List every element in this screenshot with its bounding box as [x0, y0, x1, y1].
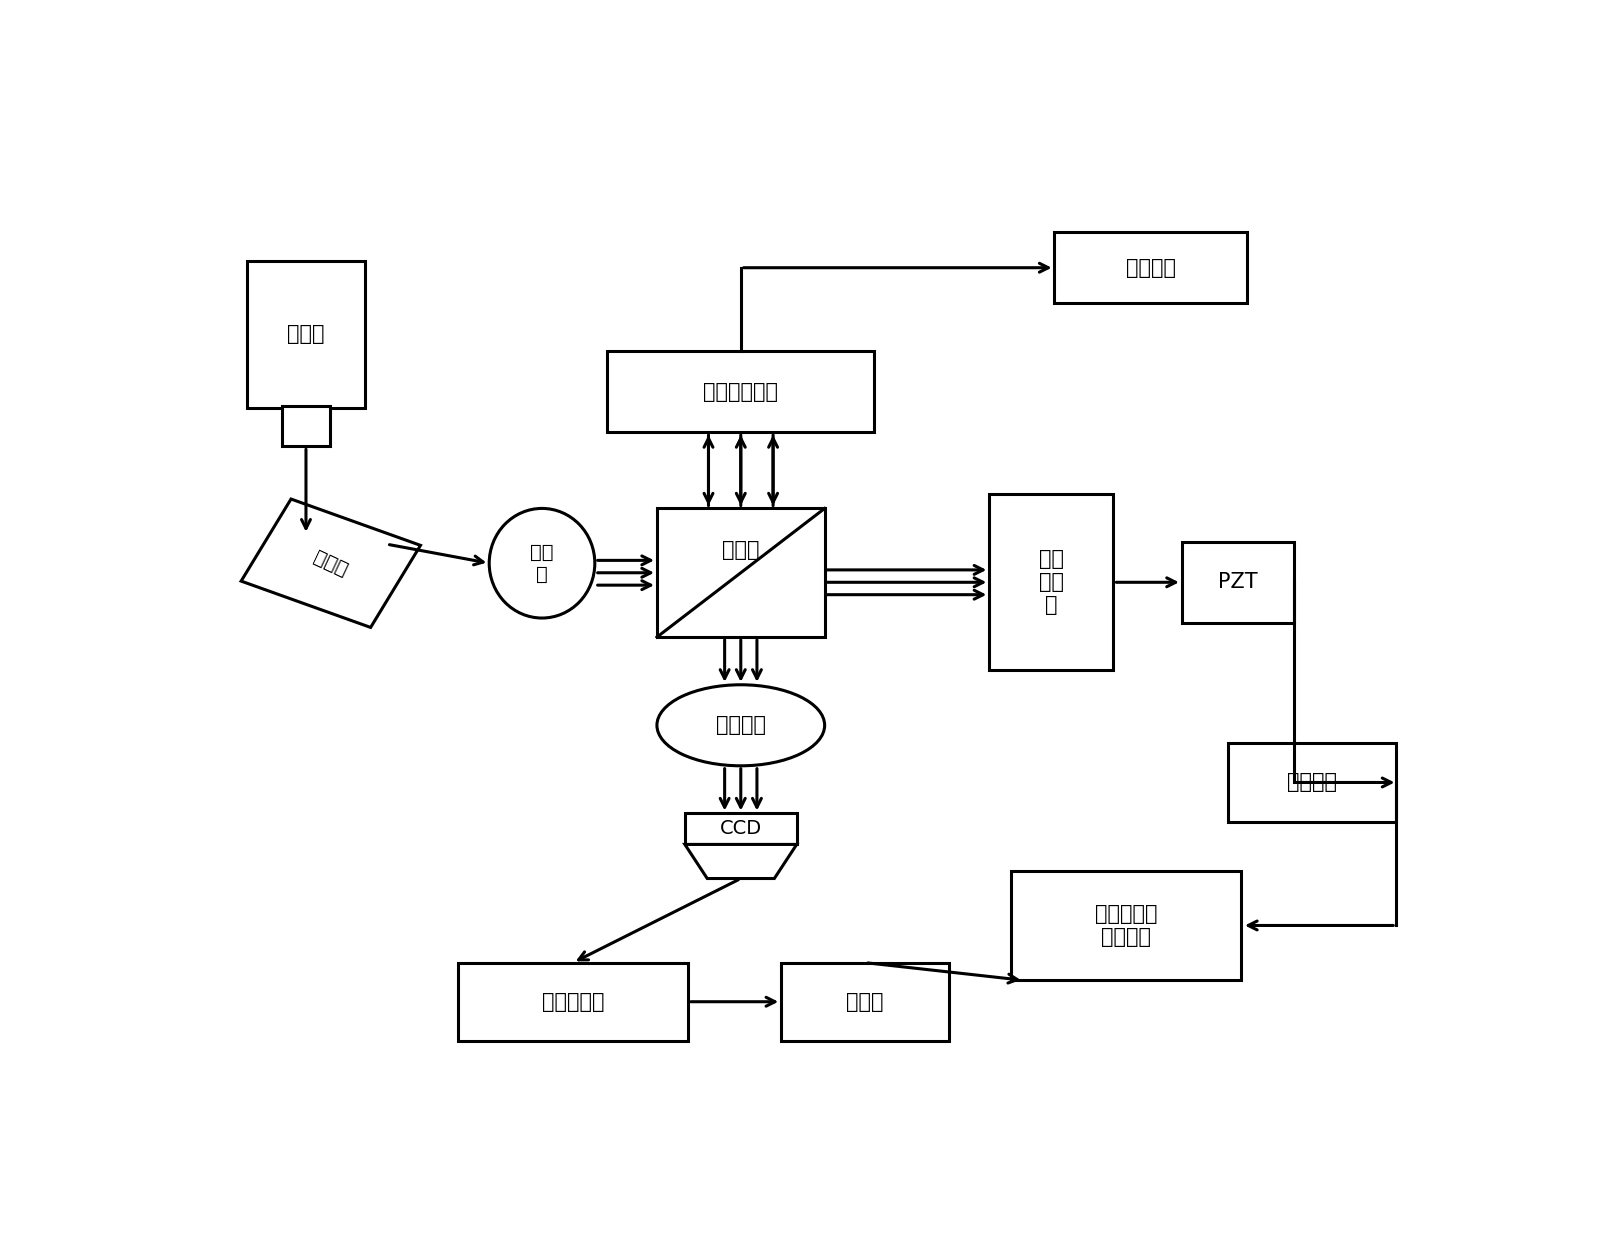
Ellipse shape [657, 685, 824, 766]
Text: PZT: PZT [1218, 572, 1257, 592]
Bar [247, 260, 365, 409]
Bar [240, 499, 420, 628]
Bar [657, 509, 824, 638]
Bar [989, 494, 1114, 671]
Text: 参考
反射
镜: 参考 反射 镜 [1039, 550, 1064, 615]
Text: 集成电路试件: 集成电路试件 [704, 381, 779, 401]
Text: 驱动电源: 驱动电源 [1287, 773, 1337, 792]
Ellipse shape [489, 509, 595, 618]
Bar [1011, 870, 1241, 980]
Text: CCD: CCD [720, 820, 761, 838]
Text: 激光器: 激光器 [287, 324, 325, 344]
Bar [608, 352, 874, 432]
Polygon shape [684, 844, 797, 879]
Bar [1228, 743, 1396, 822]
Bar [458, 963, 688, 1041]
Text: 图像采集及
处理系统: 图像采集及 处理系统 [1095, 904, 1157, 947]
Bar [1055, 232, 1247, 303]
Text: 扩束
镜: 扩束 镜 [531, 542, 553, 584]
Text: 分束镜: 分束镜 [721, 540, 760, 560]
Text: 反射镜: 反射镜 [311, 547, 351, 579]
Text: 成像物镜: 成像物镜 [717, 716, 766, 735]
Bar [781, 963, 949, 1041]
Bar [1181, 542, 1294, 623]
Bar [684, 813, 797, 844]
Text: 计算机: 计算机 [846, 992, 883, 1011]
Bar [282, 406, 330, 447]
Text: 图像采集卡: 图像采集卡 [542, 992, 604, 1011]
Text: 温控系统: 温控系统 [1125, 258, 1175, 277]
